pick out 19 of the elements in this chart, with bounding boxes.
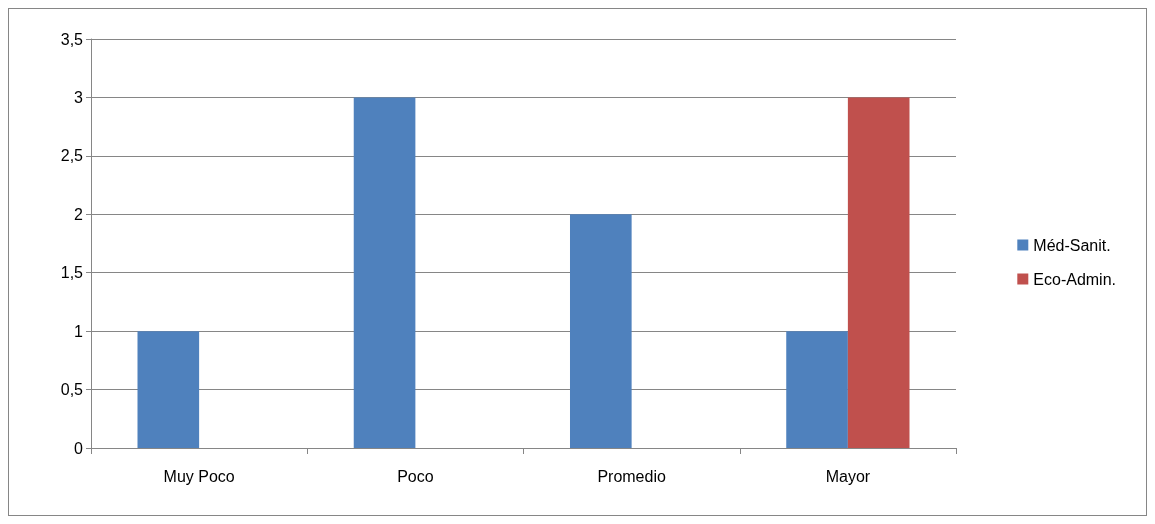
x-tick-label: Mayor	[825, 467, 871, 485]
y-tick-label: 0,5	[60, 381, 84, 399]
y-tick-label: 2,5	[60, 147, 84, 165]
legend-label: Eco-Admin.	[1033, 270, 1117, 288]
y-tick-label: 0	[74, 439, 84, 457]
bar	[786, 331, 848, 448]
x-tick-label: Promedio	[597, 467, 666, 485]
legend-label: Méd-Sanit.	[1033, 236, 1111, 254]
y-tick-label: 3	[74, 88, 84, 106]
x-tick-label: Muy Poco	[163, 467, 235, 485]
y-tick-label: 1,5	[60, 264, 84, 282]
bar	[353, 97, 416, 448]
bar	[847, 97, 910, 448]
y-tick-label: 2	[74, 205, 84, 223]
y-tick-label: 1	[74, 322, 84, 340]
y-tick-label: 3,5	[60, 30, 84, 48]
bar	[569, 214, 632, 448]
x-tick-label: Poco	[397, 467, 434, 485]
bar	[137, 331, 200, 448]
